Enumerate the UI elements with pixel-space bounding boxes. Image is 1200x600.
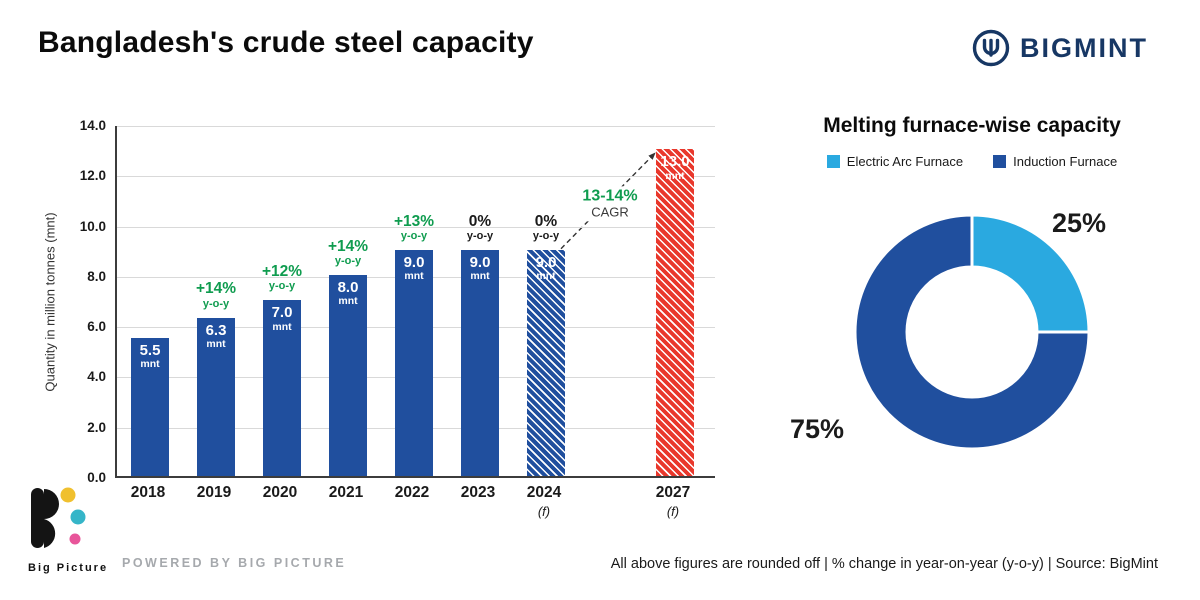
y-axis-ticks: 0.0 2.0 4.0 6.0 8.0 10.0 12.0 14.0 [58, 118, 106, 485]
y-tick-label: 2.0 [87, 419, 106, 435]
y-tick-label: 14.0 [79, 118, 106, 133]
big-picture-logo-text: Big Picture [28, 562, 109, 574]
donut-title: Melting furnace-wise capacity [823, 114, 1121, 137]
bigmint-logo-text: BIGMINT [1020, 32, 1148, 63]
y-tick-label: 8.0 [87, 268, 106, 284]
legend-swatch-electric-arc [826, 155, 840, 168]
x-tick-2027: 2027 (f) [655, 484, 691, 519]
bar-2018: 5.5 mnt [131, 337, 169, 476]
donut-legend: Electric Arc Furnace Induction Furnace [762, 154, 1182, 169]
gridline [117, 176, 715, 178]
bar-value-label: 9.0 mnt [535, 253, 557, 283]
x-tick-2019: 2019 [196, 484, 232, 501]
x-tick-2022: 2022 [394, 484, 430, 501]
bigmint-logo: BIGMINT [971, 28, 1148, 68]
page-title: Bangladesh's crude steel capacity [38, 26, 534, 59]
bar-2023: 9.0 mnt [461, 249, 499, 476]
bar-2019: 6.3 mnt [197, 317, 235, 476]
x-tick-2018: 2018 [130, 484, 166, 501]
donut-slice-induction-furnace [853, 213, 1091, 451]
donut-panel: Melting furnace-wise capacity Electric A… [762, 106, 1182, 506]
pct-change-label-2020: +12% y-o-y [261, 262, 303, 292]
legend-label-electric-arc: Electric Arc Furnace [846, 154, 964, 169]
x-tick-2021: 2021 [328, 484, 364, 501]
bar-2024: 9.0 mnt [527, 249, 565, 476]
gridline [117, 226, 715, 228]
y-tick-label: 6.0 [87, 319, 106, 335]
y-axis-label: Quantity in million tonnes (mnt) [42, 212, 58, 392]
pct-change-label-2021: +14% y-o-y [327, 237, 369, 267]
bar-value-label: 13.0 mnt [660, 153, 690, 182]
legend-item-electric-arc-furnace: Electric Arc Furnace [826, 154, 964, 169]
bigmint-logo-icon [972, 29, 1010, 67]
cagr-sub-label: CAGR [591, 204, 629, 220]
bar-2021: 8.0 mnt [329, 274, 367, 476]
x-tick-2024: 2024 (f) [526, 484, 562, 519]
y-tick-label: 12.0 [79, 168, 106, 184]
donut-slice-electric-arc-furnace [970, 213, 1091, 334]
bar-2022: 9.0 mnt [395, 249, 433, 476]
pct-change-label-2022: +13% y-o-y [393, 212, 435, 242]
big-picture-logo-icon [31, 487, 86, 548]
big-picture-logo: Big Picture [28, 486, 123, 574]
donut-pct-label-induction-furnace: 75% [790, 414, 845, 444]
bar-2020: 7.0 mnt [263, 300, 301, 476]
bar-value-label: 8.0 mnt [337, 278, 359, 308]
bar-value-label: 9.0 mnt [469, 253, 491, 283]
bar-value-label: 7.0 mnt [271, 304, 293, 333]
y-tick-label: 0.0 [87, 470, 106, 485]
pct-change-label-2019: +14% y-o-y [195, 280, 237, 310]
donut-chart [853, 213, 1091, 451]
legend-label-induction: Induction Furnace [1013, 154, 1118, 169]
x-tick-2023: 2023 [460, 484, 496, 501]
bar-2027: 13.0 mnt [656, 149, 694, 476]
legend-item-induction-furnace: Induction Furnace [993, 154, 1117, 169]
x-tick-2020: 2020 [262, 484, 298, 501]
footer-note: All above figures are rounded off | % ch… [610, 556, 1158, 572]
x-axis-ticks: 2018 2019 2020 2021 2022 2023 2024 (f) 2027 (f) [115, 484, 715, 536]
cagr-value: 13-14% [582, 187, 638, 205]
pct-change-label-2024: 0% y-o-y [532, 212, 560, 242]
legend-swatch-induction [993, 155, 1007, 168]
bar-plot-area: 13-14% CAGR 5.5 mnt 6.3 mnt +14% y-o-y 7.0 mnt +… [115, 126, 715, 478]
y-tick-label: 10.0 [79, 218, 106, 234]
cagr-annotation: 13-14% CAGR [578, 186, 642, 222]
bar-value-label: 6.3 mnt [205, 321, 227, 351]
bar-value-label: 5.5 mnt [139, 341, 161, 371]
gridline [117, 126, 715, 127]
donut-pct-label-electric-arc-furnace: 25% [1052, 208, 1107, 238]
pct-change-label-2023: 0% y-o-y [466, 212, 494, 242]
powered-by-text: POWERED BY BIG PICTURE [122, 556, 347, 570]
y-tick-label: 4.0 [87, 369, 106, 385]
bar-value-label: 9.0 mnt [403, 253, 425, 283]
